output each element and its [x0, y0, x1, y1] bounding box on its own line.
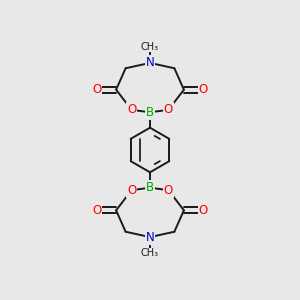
Text: N: N [146, 231, 154, 244]
Text: O: O [199, 83, 208, 96]
Text: B: B [146, 181, 154, 194]
Text: B: B [146, 106, 154, 119]
Text: O: O [164, 184, 173, 196]
Text: O: O [127, 184, 136, 196]
Text: O: O [164, 103, 173, 116]
Text: CH₃: CH₃ [141, 248, 159, 258]
Text: O: O [92, 83, 101, 96]
Text: O: O [199, 204, 208, 217]
Text: CH₃: CH₃ [141, 42, 159, 52]
Text: N: N [146, 56, 154, 69]
Text: O: O [92, 204, 101, 217]
Text: O: O [127, 103, 136, 116]
